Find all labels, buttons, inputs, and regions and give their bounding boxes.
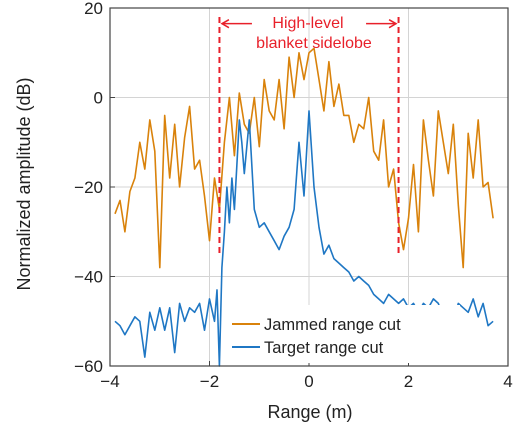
annotation-text-line-1: High-level xyxy=(272,15,343,32)
annotation-text-line-2: blanket sidelobe xyxy=(256,35,372,52)
legend: Jammed range cut Target range cut xyxy=(228,305,460,363)
x-tick-labels: −4 −2 0 2 4 xyxy=(100,372,512,391)
annotation-arrow-left-head xyxy=(220,19,230,29)
y-tick-label-0: −60 xyxy=(74,357,103,376)
legend-label-jammed: Jammed range cut xyxy=(264,316,401,334)
x-tick-label-2: 0 xyxy=(304,372,313,391)
y-tick-label-4: 20 xyxy=(84,0,103,18)
x-tick-label-3: 2 xyxy=(404,372,413,391)
x-axis-title: Range (m) xyxy=(267,402,352,422)
legend-box xyxy=(228,305,460,363)
x-tick-label-0: −4 xyxy=(100,372,119,391)
y-tick-label-3: 0 xyxy=(94,89,103,108)
annotation: High-level blanket sidelobe xyxy=(218,15,400,255)
series-line-target xyxy=(114,110,494,367)
series-lines xyxy=(114,47,494,367)
y-tick-label-1: −40 xyxy=(74,268,103,287)
series-line-jammed xyxy=(114,47,494,269)
y-tick-label-2: −20 xyxy=(74,178,103,197)
legend-label-target: Target range cut xyxy=(264,339,384,357)
y-tick-labels: −60 −40 −20 0 20 xyxy=(74,0,103,376)
x-tick-label-1: −2 xyxy=(200,372,219,391)
plot-frame xyxy=(109,7,509,367)
x-tick-label-4: 4 xyxy=(503,372,512,391)
annotation-arrow-right-head xyxy=(388,19,398,29)
y-axis-title: Normalized amplitude (dB) xyxy=(14,77,34,290)
